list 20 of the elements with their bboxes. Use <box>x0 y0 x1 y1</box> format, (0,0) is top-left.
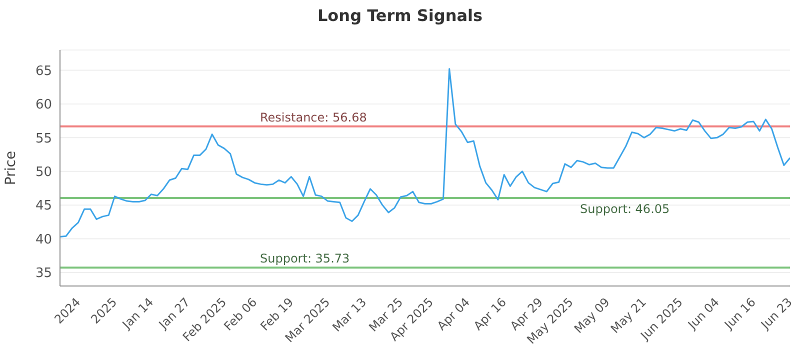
y-tick-label: 35 <box>35 266 52 282</box>
y-tick-label: 40 <box>35 232 52 248</box>
ref-line-label: Resistance: 56.68 <box>260 110 367 124</box>
x-tick-label: Mar 13 <box>330 295 370 334</box>
line-series <box>60 68 790 238</box>
y-tick-label: 55 <box>35 131 52 146</box>
y-tick-label: 45 <box>35 198 52 214</box>
x-tick-label: Jun 23 <box>758 295 795 332</box>
x-tick-label: Jun 16 <box>721 295 758 332</box>
ref-line-label: Support: 46.05 <box>580 202 670 216</box>
y-tick-label: 50 <box>35 164 52 180</box>
ref-line-label: Support: 35.73 <box>260 252 350 266</box>
y-tick-label: 60 <box>35 98 52 113</box>
y-axis-title: Price <box>2 150 19 186</box>
chart-title: Long Term Signals <box>316 6 484 27</box>
x-tick-label: Apr 16 <box>470 295 510 334</box>
x-tick-label: Apr 04 <box>434 295 473 334</box>
x-tick-label: Jun 04 <box>684 295 722 332</box>
x-tick-label: Jan 14 <box>119 295 156 332</box>
y-tick-label: 65 <box>35 64 52 79</box>
